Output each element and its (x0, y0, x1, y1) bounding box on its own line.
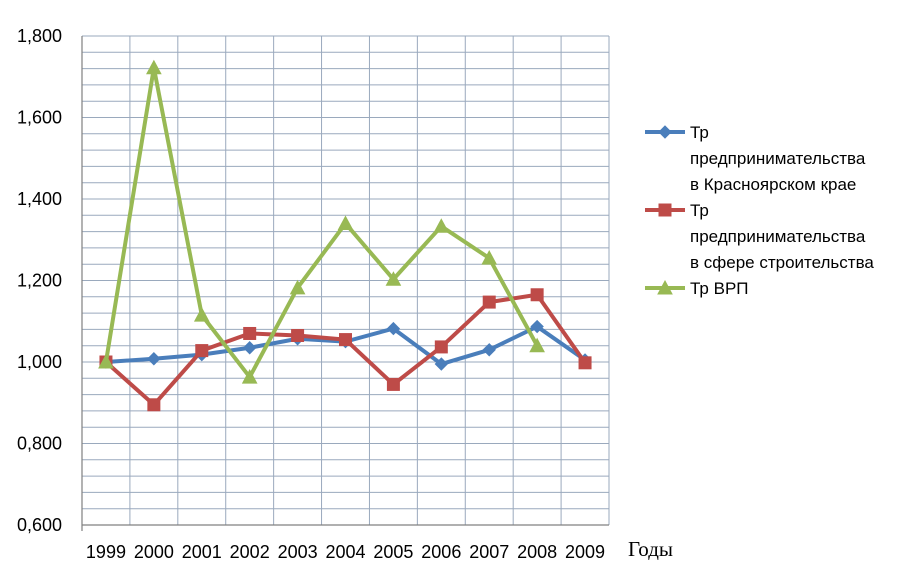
x-tick-label: 2009 (565, 542, 605, 562)
axes: 0,600 0,800 1,000 1,200 1,400 1,600 1,800 1999 2… (17, 26, 673, 562)
legend-label: в сфере строительства (690, 253, 874, 272)
series-line (103, 65, 540, 380)
y-tick-label: 1,800 (17, 26, 62, 46)
data-point (147, 352, 161, 366)
data-point (482, 295, 496, 309)
data-point (385, 271, 402, 286)
y-tick-label: 1,400 (17, 189, 62, 209)
y-tick-label: 0,600 (17, 515, 62, 535)
data-point (242, 341, 257, 355)
x-tick-label: 2007 (469, 542, 509, 562)
data-point (337, 215, 354, 230)
legend: Тр предпринимательства в Красноярском крае… (645, 123, 874, 298)
x-tick-label: 2006 (421, 542, 461, 562)
x-tick-label: 2003 (278, 542, 318, 562)
legend-entry-2: Тр предпринимательства в сфере строительст… (645, 201, 874, 272)
data-point (146, 59, 162, 75)
data-point (529, 337, 545, 353)
data-point (339, 333, 352, 347)
y-tick-label: 1,000 (17, 352, 62, 372)
legend-entry-1: Тр предпринимательства в Красноярском крае (645, 123, 866, 194)
x-tick-label: 1999 (86, 542, 126, 562)
data-point (241, 369, 258, 384)
y-tick-label: 0,800 (17, 434, 62, 454)
data-point (386, 377, 400, 391)
legend-entry-3: Тр ВРП (645, 279, 749, 298)
data-point (193, 307, 210, 322)
x-tick-label: 2004 (325, 542, 365, 562)
legend-label: предпринимательства (690, 149, 866, 168)
data-point (434, 340, 448, 354)
legend-label: Тр (690, 201, 709, 220)
y-tick-label: 1,600 (17, 108, 62, 128)
x-axis-label: Годы (628, 537, 673, 561)
series (98, 59, 592, 412)
data-point (386, 321, 401, 336)
y-tick-label: 1,200 (17, 271, 62, 291)
series-2 (99, 288, 592, 412)
data-point (578, 356, 592, 370)
data-point (433, 218, 450, 233)
data-point (530, 319, 544, 334)
data-point (195, 344, 209, 358)
data-point (434, 357, 449, 371)
legend-label: Тр ВРП (690, 279, 749, 298)
data-point (289, 279, 306, 295)
legend-label: в Красноярском крае (690, 175, 856, 194)
data-point (530, 288, 544, 302)
data-point (147, 398, 161, 412)
legend-marker (657, 279, 673, 295)
data-point (98, 353, 114, 369)
x-tick-label: 2000 (134, 542, 174, 562)
x-tick-label: 2005 (373, 542, 413, 562)
legend-marker (658, 125, 672, 139)
data-point (243, 326, 257, 340)
x-tick-label: 2001 (182, 542, 222, 562)
legend-label: Тр (690, 123, 709, 142)
series-3 (98, 59, 545, 384)
legend-label: предпринимательства (690, 227, 866, 246)
x-tick-label: 2002 (230, 542, 270, 562)
data-point (482, 343, 496, 357)
x-tick-label: 2008 (517, 542, 557, 562)
data-point (481, 250, 498, 265)
legend-marker (658, 203, 672, 217)
data-point (291, 329, 305, 343)
